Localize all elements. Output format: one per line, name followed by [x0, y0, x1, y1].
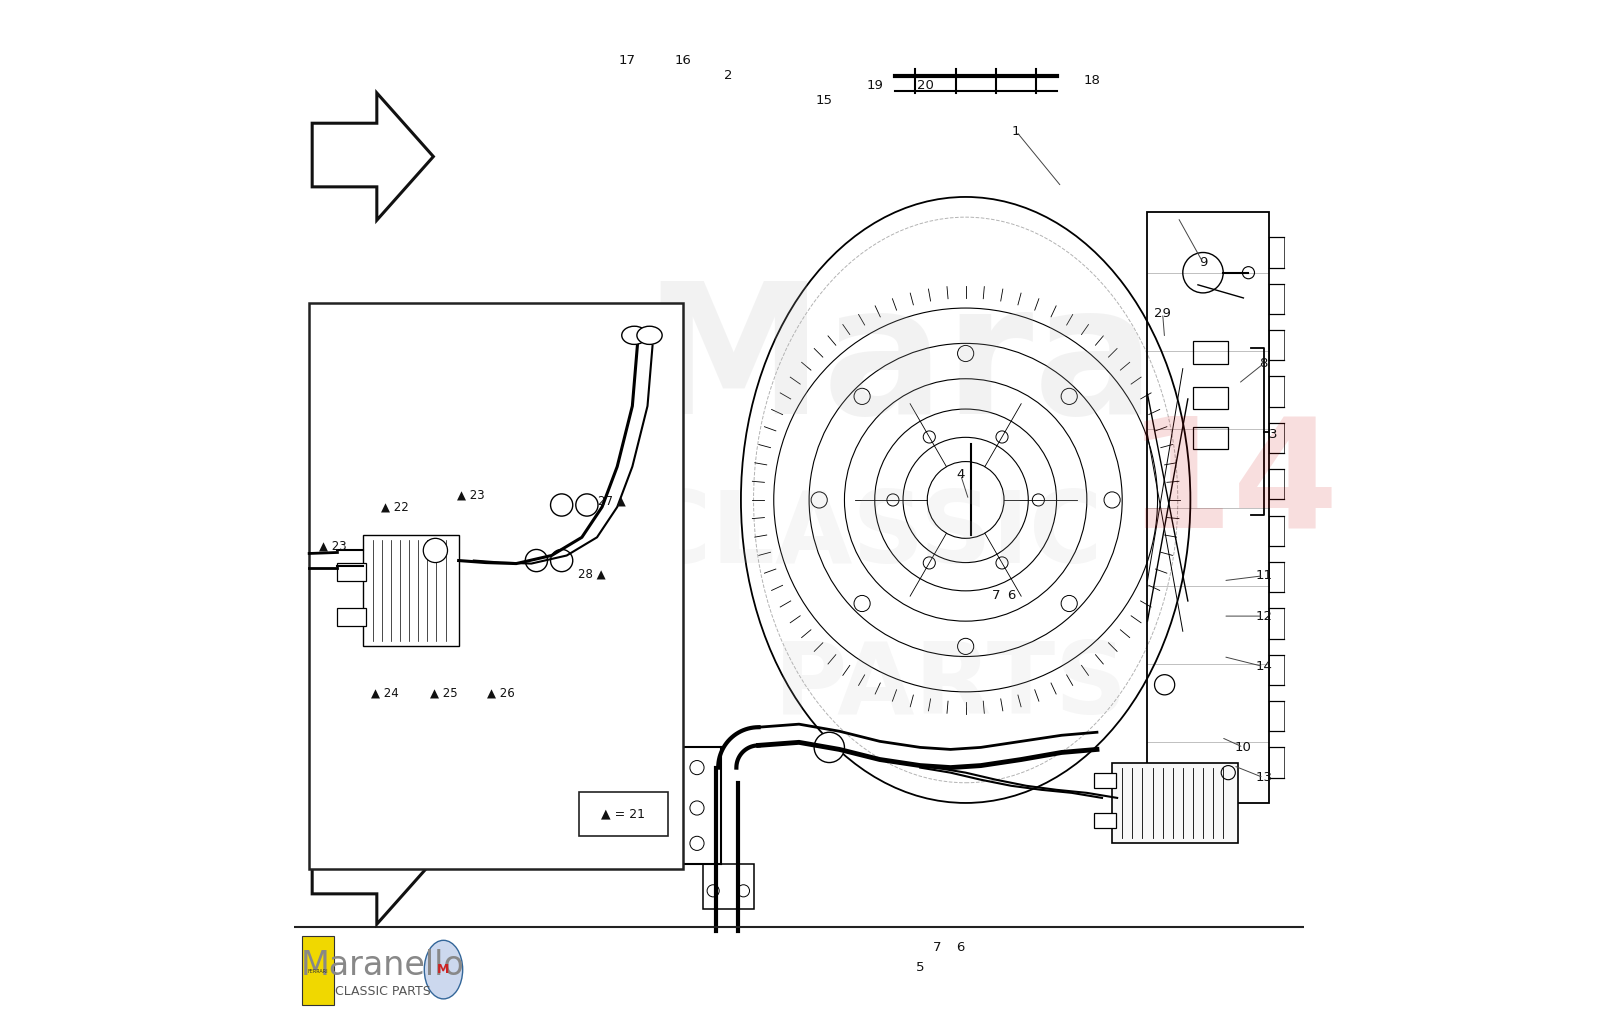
Bar	[308, 303, 682, 869]
Bar	[1269, 377, 1283, 407]
Text: ▲ = 21: ▲ = 21	[601, 808, 646, 820]
Text: ▲ 24: ▲ 24	[371, 687, 400, 700]
Text: CLASSIC: CLASSIC	[638, 487, 1103, 584]
Ellipse shape	[638, 326, 662, 344]
Text: 28 ▲: 28 ▲	[578, 568, 606, 581]
Bar	[1269, 562, 1283, 592]
Bar	[1269, 470, 1283, 500]
Polygon shape	[312, 798, 433, 924]
Text: 20: 20	[917, 80, 933, 92]
Text: 18: 18	[1083, 75, 1101, 87]
Text: 5: 5	[916, 962, 925, 974]
Text: 14: 14	[1127, 410, 1339, 560]
Text: 29: 29	[1154, 307, 1171, 319]
Text: 2: 2	[724, 70, 732, 82]
Bar	[337, 608, 366, 626]
FancyBboxPatch shape	[578, 792, 668, 836]
Text: 27 ▲: 27 ▲	[598, 495, 626, 507]
Ellipse shape	[425, 940, 463, 999]
Bar	[1269, 747, 1283, 778]
Text: 1: 1	[1012, 125, 1021, 137]
Text: 17: 17	[618, 55, 636, 67]
Bar	[1269, 423, 1283, 453]
Text: FERRARI: FERRARI	[308, 970, 329, 974]
Text: 19: 19	[866, 80, 884, 92]
Text: 6: 6	[957, 941, 965, 953]
Bar	[1269, 608, 1283, 638]
Text: 12: 12	[1254, 610, 1272, 622]
Bar	[1269, 237, 1283, 268]
Bar	[1095, 813, 1115, 828]
Bar	[363, 535, 459, 646]
Bar	[1192, 387, 1229, 409]
Bar	[1112, 763, 1238, 843]
Text: 13: 13	[1254, 772, 1272, 784]
Text: 15: 15	[815, 95, 833, 107]
Circle shape	[423, 538, 447, 563]
Text: M: M	[438, 964, 449, 976]
Bar	[302, 936, 334, 1005]
Bar	[703, 864, 754, 909]
Text: PARTS: PARTS	[773, 638, 1128, 735]
Text: 7: 7	[992, 590, 1000, 602]
Text: 9: 9	[1198, 257, 1206, 269]
Text: Maranello: Maranello	[300, 949, 465, 982]
Bar	[1269, 284, 1283, 314]
Text: 11: 11	[1254, 570, 1272, 582]
Text: Mara: Mara	[644, 276, 1157, 451]
Bar	[1269, 701, 1283, 731]
Ellipse shape	[622, 326, 647, 344]
Bar	[1192, 341, 1229, 364]
Bar	[1095, 773, 1115, 788]
Text: ▲ 26: ▲ 26	[487, 687, 515, 700]
Bar	[1192, 427, 1229, 449]
Bar	[337, 563, 366, 581]
Text: 14: 14	[1254, 661, 1272, 673]
Text: 7: 7	[933, 941, 941, 953]
Bar	[1269, 654, 1283, 685]
Text: 3: 3	[1269, 428, 1278, 440]
Text: 10: 10	[1235, 741, 1251, 753]
Circle shape	[1183, 252, 1222, 293]
Text: ▲ 22: ▲ 22	[382, 500, 409, 513]
Bar	[1269, 515, 1283, 545]
Text: ▲ 23: ▲ 23	[457, 489, 484, 502]
Circle shape	[813, 732, 844, 763]
Text: 16: 16	[674, 55, 692, 67]
Text: 8: 8	[1259, 358, 1267, 370]
Bar	[353, 784, 444, 826]
Text: CLASSIC PARTS: CLASSIC PARTS	[336, 986, 431, 998]
Text: 6: 6	[1007, 590, 1015, 602]
Text: ▲ 23: ▲ 23	[318, 539, 347, 552]
Bar	[1147, 212, 1269, 803]
Polygon shape	[312, 93, 433, 220]
Text: ▲ 25: ▲ 25	[430, 687, 457, 700]
Text: 4: 4	[957, 469, 965, 481]
Bar	[1269, 330, 1283, 361]
